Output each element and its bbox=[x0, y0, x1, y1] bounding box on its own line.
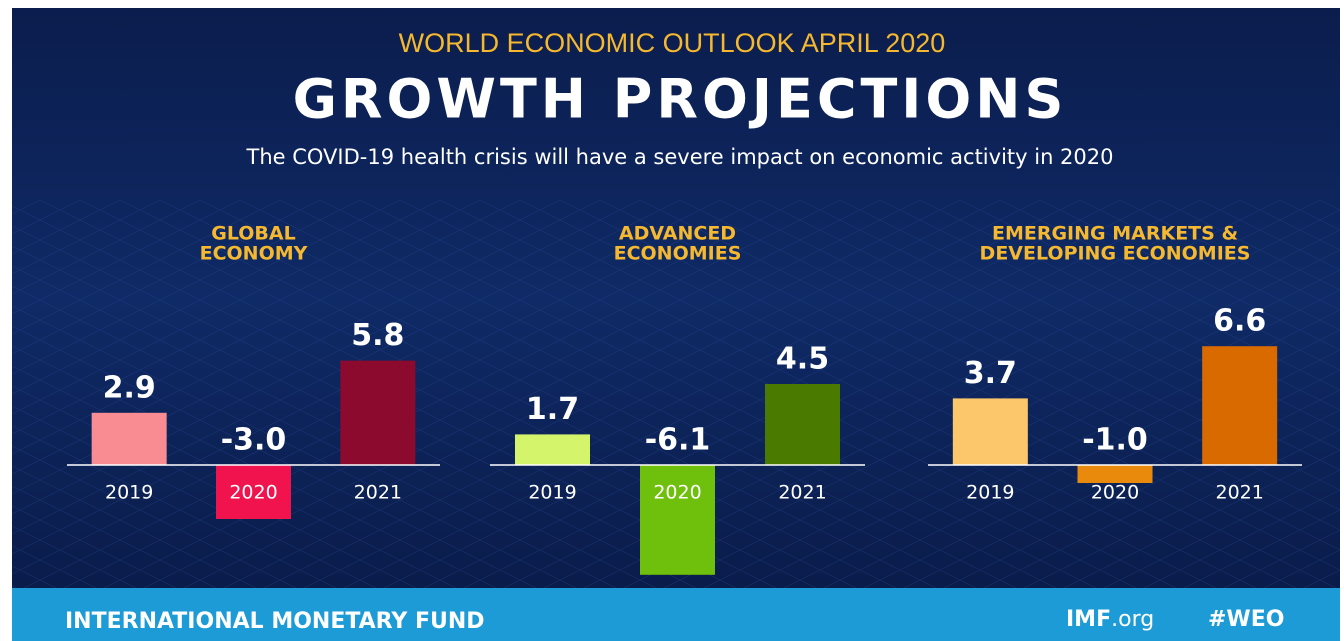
chart-title: EMERGING MARKETS & bbox=[992, 223, 1238, 245]
kicker: WORLD ECONOMIC OUTLOOK APRIL 2020 bbox=[399, 28, 946, 58]
value-label: 1.7 bbox=[526, 392, 579, 427]
bar bbox=[91, 412, 167, 465]
bar bbox=[1077, 465, 1153, 483]
value-label: -1.0 bbox=[1082, 423, 1148, 458]
bar bbox=[515, 434, 590, 465]
x-tick-label: 2021 bbox=[778, 482, 826, 504]
site-domain: .org bbox=[1111, 607, 1154, 632]
chart-title: ECONOMY bbox=[200, 243, 308, 265]
chart-title: GLOBAL bbox=[211, 223, 295, 245]
x-tick-label: 2019 bbox=[528, 482, 576, 504]
bar bbox=[340, 360, 416, 465]
chart-title: DEVELOPING ECONOMIES bbox=[980, 243, 1251, 265]
x-tick-label: 2020 bbox=[653, 482, 701, 504]
bar bbox=[1202, 346, 1278, 465]
x-tick-label: 2020 bbox=[1091, 482, 1139, 504]
chart-title: ECONOMIES bbox=[614, 243, 742, 265]
chart-title: ADVANCED bbox=[619, 223, 736, 245]
value-label: 2.9 bbox=[103, 370, 156, 405]
footer-band bbox=[12, 588, 1340, 641]
footer-site: IMF.org bbox=[1066, 607, 1154, 632]
bar bbox=[765, 384, 840, 465]
value-label: -6.1 bbox=[645, 423, 711, 458]
x-tick-label: 2021 bbox=[1215, 482, 1263, 504]
bar bbox=[640, 465, 715, 575]
x-tick-label: 2019 bbox=[966, 482, 1014, 504]
footer-organization: INTERNATIONAL MONETARY FUND bbox=[65, 609, 485, 634]
page-title: GROWTH PROJECTIONS bbox=[293, 68, 1068, 131]
value-label: 6.6 bbox=[1213, 304, 1266, 339]
value-label: 3.7 bbox=[964, 356, 1017, 391]
value-label: -3.0 bbox=[221, 423, 287, 458]
value-label: 5.8 bbox=[351, 318, 404, 353]
subtitle: The COVID-19 health crisis will have a s… bbox=[246, 145, 1114, 169]
bar bbox=[216, 465, 291, 519]
x-tick-label: 2019 bbox=[105, 482, 153, 504]
site-name: IMF bbox=[1066, 607, 1111, 632]
value-label: 4.5 bbox=[776, 342, 829, 377]
x-tick-label: 2021 bbox=[354, 482, 402, 504]
bar bbox=[952, 398, 1028, 465]
x-tick-label: 2020 bbox=[229, 482, 277, 504]
footer-hashtag: #WEO bbox=[1208, 607, 1284, 632]
